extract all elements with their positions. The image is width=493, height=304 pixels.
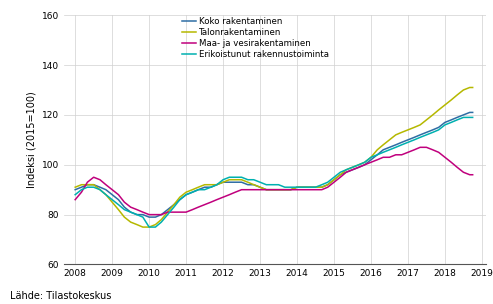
Koko rakentaminen — [177, 198, 183, 202]
Talonrakentaminen — [470, 86, 476, 89]
Koko rakentaminen — [251, 183, 257, 187]
Erikoistunut rakennustoiminta — [251, 178, 257, 181]
Koko rakentaminen — [103, 188, 109, 192]
Line: Talonrakentaminen: Talonrakentaminen — [75, 88, 473, 227]
Koko rakentaminen — [257, 185, 263, 189]
Koko rakentaminen — [146, 215, 152, 219]
Maa- ja vesirakentaminen — [72, 198, 78, 202]
Talonrakentaminen — [72, 185, 78, 189]
Maa- ja vesirakentaminen — [251, 188, 257, 192]
Erikoistunut rakennustoiminta — [202, 188, 208, 192]
Talonrakentaminen — [393, 133, 399, 137]
Erikoistunut rakennustoiminta — [72, 193, 78, 196]
Maa- ja vesirakentaminen — [103, 183, 109, 187]
Koko rakentaminen — [470, 111, 476, 114]
Line: Erikoistunut rakennustoiminta: Erikoistunut rakennustoiminta — [75, 117, 473, 227]
Erikoistunut rakennustoiminta — [393, 146, 399, 149]
Erikoistunut rakennustoiminta — [103, 193, 109, 196]
Talonrakentaminen — [202, 183, 208, 187]
Maa- ja vesirakentaminen — [470, 173, 476, 177]
Maa- ja vesirakentaminen — [417, 146, 423, 149]
Talonrakentaminen — [103, 193, 109, 196]
Maa- ja vesirakentaminen — [393, 153, 399, 157]
Talonrakentaminen — [177, 195, 183, 199]
Talonrakentaminen — [467, 86, 473, 89]
Erikoistunut rakennustoiminta — [146, 225, 152, 229]
Line: Maa- ja vesirakentaminen: Maa- ja vesirakentaminen — [75, 147, 473, 215]
Koko rakentaminen — [393, 143, 399, 147]
Koko rakentaminen — [72, 188, 78, 192]
Koko rakentaminen — [467, 111, 473, 114]
Text: Lähde: Tilastokeskus: Lähde: Tilastokeskus — [10, 291, 111, 301]
Erikoistunut rakennustoiminta — [470, 116, 476, 119]
Talonrakentaminen — [251, 183, 257, 187]
Maa- ja vesirakentaminen — [257, 188, 263, 192]
Line: Koko rakentaminen: Koko rakentaminen — [75, 112, 473, 217]
Maa- ja vesirakentaminen — [202, 203, 208, 206]
Talonrakentaminen — [257, 185, 263, 189]
Erikoistunut rakennustoiminta — [460, 116, 466, 119]
Legend: Koko rakentaminen, Talonrakentaminen, Maa- ja vesirakentaminen, Erikoistunut rak: Koko rakentaminen, Talonrakentaminen, Ma… — [182, 17, 329, 60]
Erikoistunut rakennustoiminta — [257, 180, 263, 184]
Koko rakentaminen — [202, 185, 208, 189]
Maa- ja vesirakentaminen — [177, 210, 183, 214]
Y-axis label: Indeksi (2015=100): Indeksi (2015=100) — [27, 92, 36, 188]
Erikoistunut rakennustoiminta — [177, 198, 183, 202]
Maa- ja vesirakentaminen — [146, 213, 152, 216]
Talonrakentaminen — [140, 225, 146, 229]
